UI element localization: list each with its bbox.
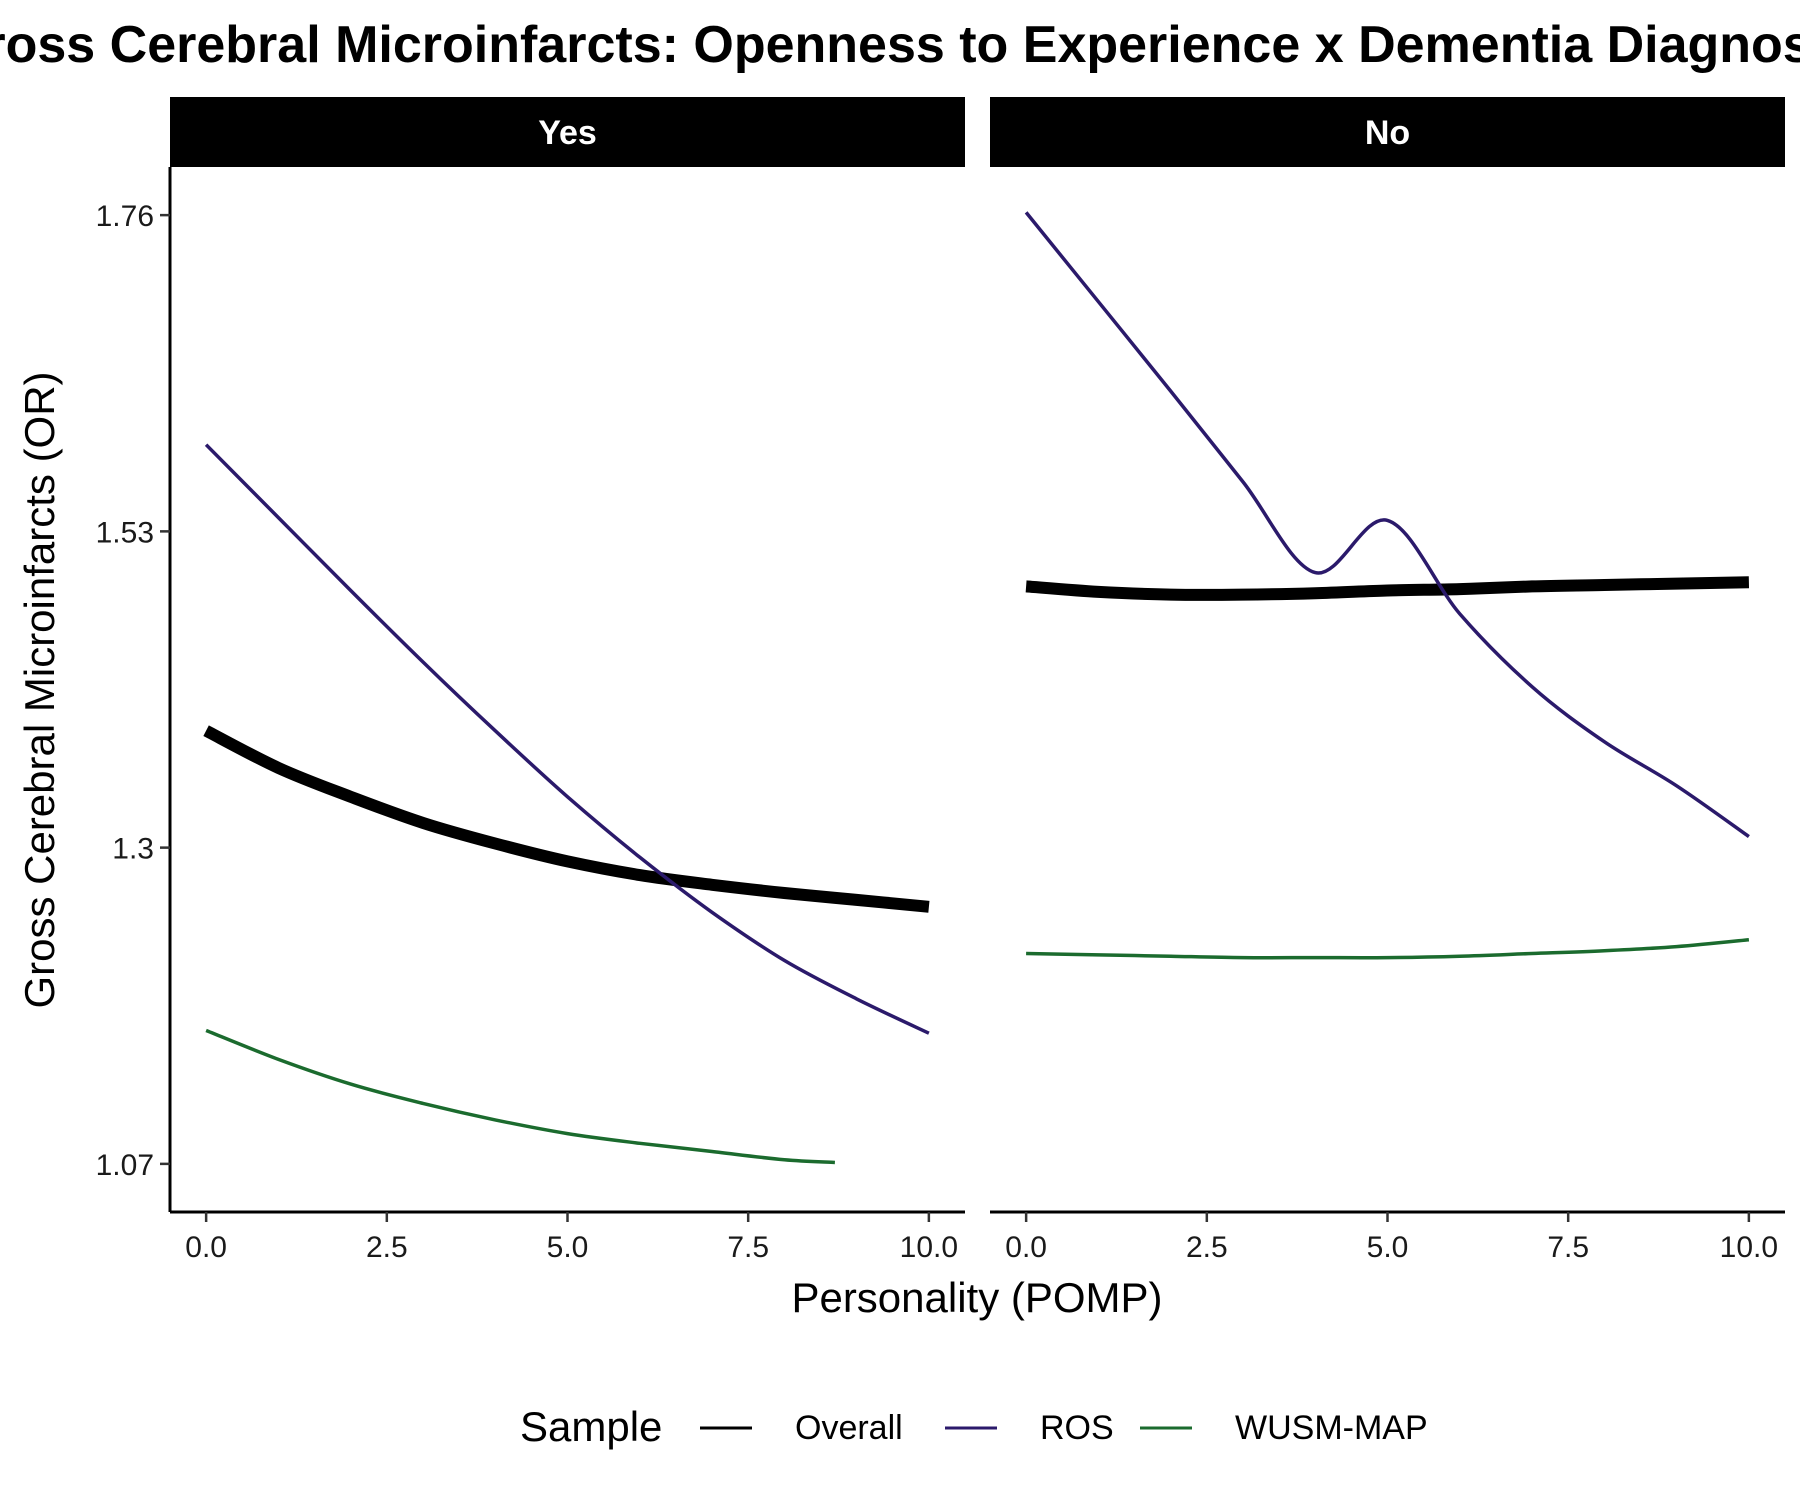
y-axis-title: Gross Cerebral Microinfarcts (OR) [16, 371, 63, 1008]
x-tick-label: 0.0 [1005, 1231, 1047, 1264]
x-tick-label: 5.0 [1367, 1231, 1409, 1264]
series-line-overall-yes [203, 725, 930, 913]
x-tick-label: 7.5 [727, 1231, 769, 1264]
panel-strip-no [990, 97, 1785, 167]
x-tick-label: 2.5 [366, 1231, 408, 1264]
series-line-wusm-map-yes [205, 1028, 836, 1165]
x-tick-label: 10.0 [900, 1231, 958, 1264]
legend-label-overall: Overall [795, 1409, 903, 1447]
y-tick-label: 1.3 [112, 833, 154, 866]
panel-no: No 0.0 2.5 5.0 7.5 10.0 [990, 97, 1785, 1264]
y-tick-label: 1.07 [96, 1149, 154, 1182]
x-tick-label: 5.0 [547, 1231, 589, 1264]
plot-area-yes: 0.0 2.5 5.0 7.5 10.0 [170, 443, 965, 1264]
legend-label-ros: ROS [1040, 1409, 1114, 1447]
plot-area-no: 0.0 2.5 5.0 7.5 10.0 [990, 211, 1785, 1264]
x-tick-label: 2.5 [1186, 1231, 1228, 1264]
legend-title: Sample [520, 1403, 662, 1450]
series-line-ros-yes [204, 443, 930, 1035]
series-line-wusm-map-no [1026, 937, 1750, 960]
series-line-ros-no [1024, 211, 1750, 839]
x-tick-label: 10.0 [1720, 1231, 1778, 1264]
panel-strip-yes [170, 97, 965, 167]
x-tick-label: 7.5 [1547, 1231, 1589, 1264]
series-line-overall-no [1025, 576, 1750, 601]
y-axis: 1.07 1.3 1.53 1.76 [96, 167, 172, 1212]
legend-label-wusm-map: WUSM-MAP [1235, 1409, 1428, 1447]
y-tick-label: 1.53 [96, 516, 154, 549]
panel-yes: Yes 0.0 2.5 5.0 7.5 10.0 [170, 97, 965, 1264]
chart-title: Gross Cerebral Microinfarcts: Openness t… [0, 16, 1800, 74]
legend: Sample Overall ROS WUSM-MAP [520, 1403, 1428, 1450]
y-tick-label: 1.76 [96, 200, 154, 233]
panel-strip-label-no: No [1365, 114, 1410, 152]
panel-strip-label-yes: Yes [538, 114, 597, 152]
x-tick-label: 0.0 [185, 1231, 227, 1264]
x-axis-title: Personality (POMP) [791, 1274, 1162, 1321]
